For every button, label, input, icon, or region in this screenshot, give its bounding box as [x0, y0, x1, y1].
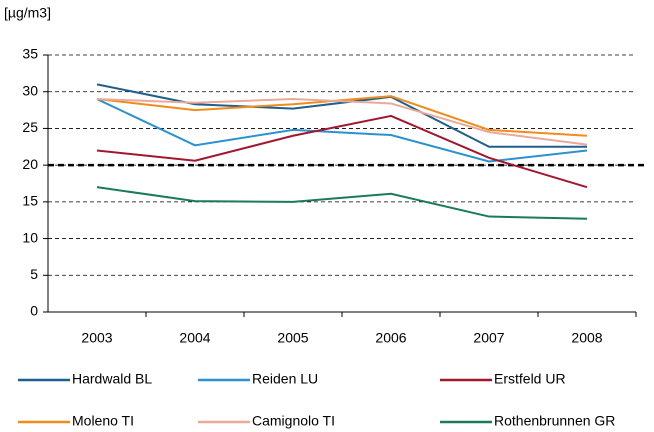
series-line — [96, 186, 588, 220]
legend-label: Camignolo TI — [252, 413, 335, 429]
legend-label: Rothenbrunnen GR — [494, 413, 615, 429]
x-tick-label: 2003 — [81, 330, 112, 346]
y-tick-label: 10 — [22, 229, 38, 245]
series-line — [96, 98, 588, 163]
x-tick-label: 2005 — [277, 330, 308, 346]
y-tick-label: 35 — [22, 46, 38, 62]
x-tick-label: 2006 — [375, 330, 406, 346]
legend-label: Moleno TI — [72, 413, 134, 429]
y-tick-label: 25 — [22, 119, 38, 135]
y-unit: [µg/m3] — [4, 5, 51, 21]
series-line — [96, 83, 587, 148]
y-tick-label: 30 — [22, 82, 38, 98]
x-tick-label: 2007 — [473, 330, 504, 346]
y-tick-label: 0 — [30, 303, 38, 319]
legend-label: Hardwald BL — [72, 371, 152, 387]
x-tick-label: 2008 — [571, 330, 602, 346]
y-tick-label: 20 — [22, 156, 38, 172]
series-line — [96, 114, 588, 189]
legend-label: Reiden LU — [252, 371, 318, 387]
series-line — [96, 98, 588, 146]
x-tick-label: 2004 — [179, 330, 210, 346]
y-tick-label: 5 — [30, 266, 38, 282]
legend-label: Erstfeld UR — [494, 371, 566, 387]
series-line — [96, 95, 588, 137]
y-tick-label: 15 — [22, 193, 38, 209]
